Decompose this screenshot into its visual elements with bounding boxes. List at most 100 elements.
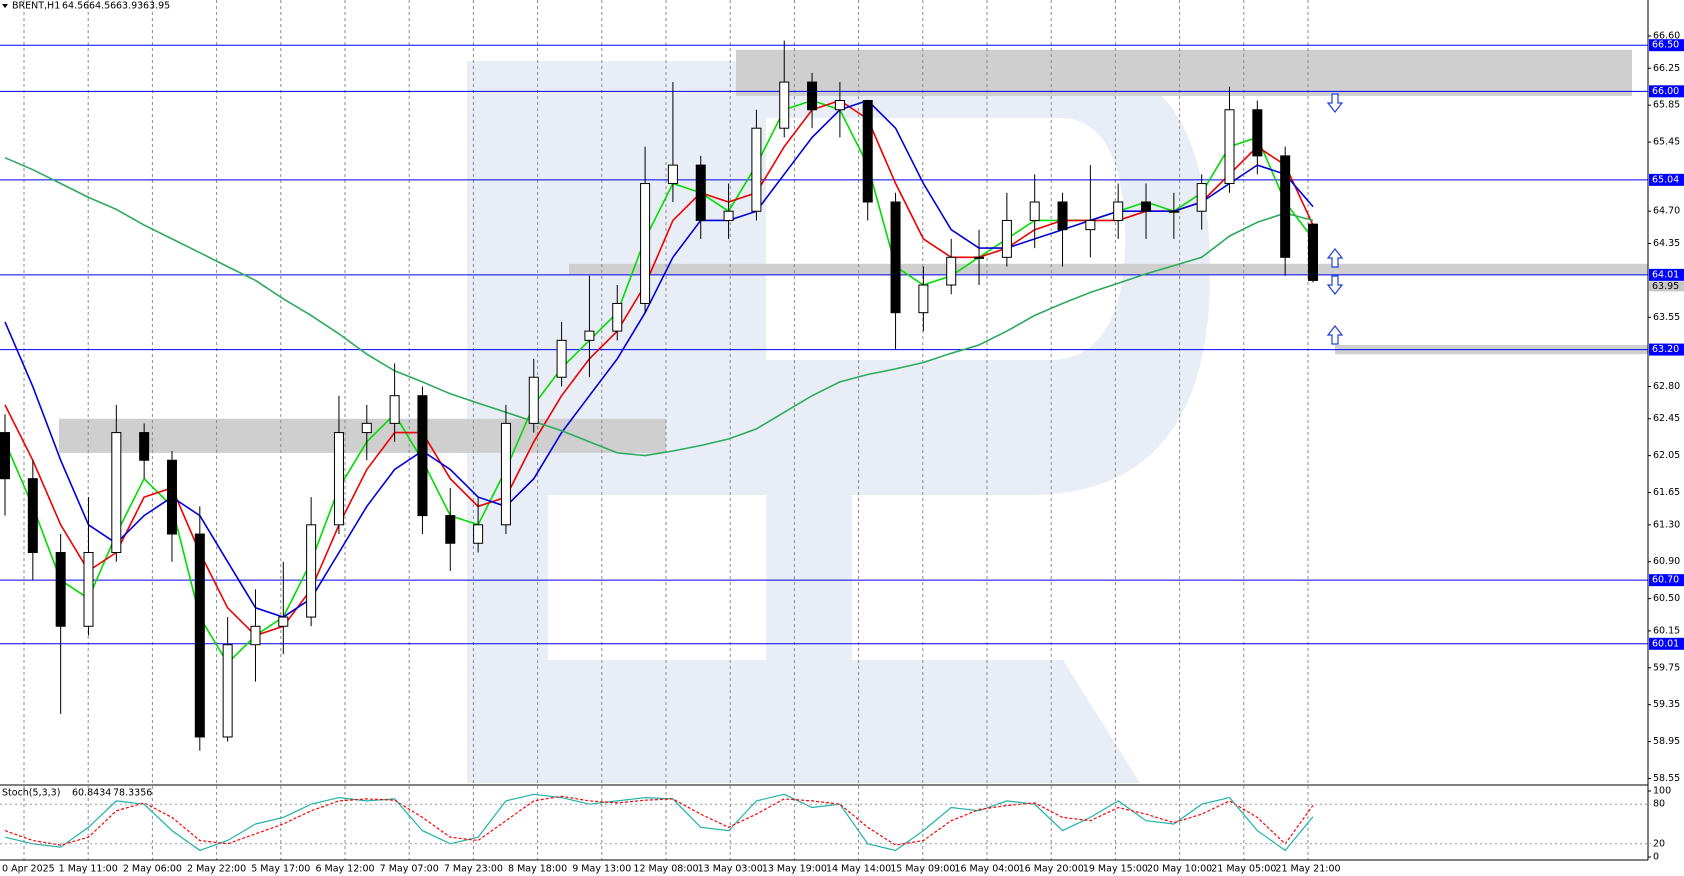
x-tick-label: 12 May 08:00: [633, 864, 698, 875]
candle-body: [584, 330, 595, 341]
signal-arrows: [1326, 93, 1344, 345]
candle-body: [1308, 223, 1318, 281]
x-tick-label: 13 May 03:00: [698, 864, 763, 875]
moving-average: [4, 156, 1314, 457]
x-tick-label: 0 Apr 2025: [2, 864, 55, 875]
arrow-up: [1326, 248, 1344, 268]
level-label: 60.01: [1652, 638, 1679, 649]
candle-body: [890, 201, 901, 314]
menu-icon: [2, 4, 8, 8]
watermark-hole: [766, 118, 1125, 360]
candle-body: [640, 183, 651, 304]
oscillator-line: [4, 795, 1314, 846]
indicator-main-value: 60.8434: [72, 788, 111, 799]
x-tick-label: 21 May 05:00: [1211, 864, 1276, 875]
candle-body: [1085, 219, 1096, 231]
candle-body: [862, 100, 873, 203]
level-label: 66.50: [1652, 40, 1679, 51]
x-tick-label: 2 May 06:00: [123, 864, 182, 875]
candle-body: [389, 395, 400, 424]
x-tick-label: 1 May 11:00: [59, 864, 118, 875]
candle-body: [27, 478, 38, 553]
candle-body: [306, 524, 317, 618]
arrow-down: [1326, 93, 1344, 113]
candle-body: [473, 524, 484, 544]
level-label: 60.70: [1652, 575, 1679, 586]
candle-body: [166, 459, 177, 535]
candle-body: [1252, 109, 1263, 157]
y-tick-label: 64.35: [1653, 238, 1680, 249]
candle-body: [779, 81, 790, 129]
candle-body: [1168, 210, 1179, 213]
watermark-leg: [766, 660, 1140, 783]
level-label-box: [1649, 574, 1684, 587]
y-tick-label: 61.30: [1653, 519, 1680, 530]
y-tick-label: 100: [1653, 786, 1671, 797]
candle-body: [834, 100, 845, 111]
candle-body: [528, 376, 539, 424]
y-tick-label: 80: [1653, 799, 1665, 810]
x-tick-label: 16 May 04:00: [954, 864, 1019, 875]
candle-body: [333, 432, 344, 526]
close-value: 63.95: [143, 1, 170, 12]
x-tick-label: 19 May 15:00: [1083, 864, 1148, 875]
candle-body: [222, 644, 233, 738]
candle-body: [946, 256, 957, 286]
y-tick-label: 63.55: [1653, 312, 1680, 323]
x-tick-label: 20 May 10:00: [1147, 864, 1212, 875]
x-tick-label: 7 May 07:00: [380, 864, 439, 875]
price-label-box: [1649, 281, 1684, 292]
candle-body: [667, 164, 678, 185]
candle-body: [417, 395, 428, 517]
y-tick-label: 60.50: [1653, 593, 1680, 604]
candle-body: [250, 625, 261, 646]
candle-body: [361, 422, 372, 434]
x-tick-label: 7 May 23:00: [444, 864, 503, 875]
x-tick-label: 6 May 12:00: [315, 864, 374, 875]
candle-body: [556, 339, 567, 378]
candle-body: [278, 616, 289, 627]
arrow-up: [1326, 325, 1344, 345]
candle-body: [751, 127, 762, 212]
x-tick-label: 15 May 09:00: [890, 864, 955, 875]
y-tick-label: 59.75: [1653, 662, 1680, 673]
x-tick-label: 8 May 18:00: [508, 864, 567, 875]
symbol-title: BRENT,H1: [12, 1, 60, 12]
level-label: 63.20: [1652, 344, 1679, 355]
y-tick-label: 60.90: [1653, 556, 1680, 567]
price-label: 63.95: [1652, 281, 1679, 292]
axis: 0 Apr 2025 1 May 11:00 2 May 06:00 2 May 22…: [0, 30, 1684, 875]
x-tick-label: 5 May 17:00: [251, 864, 310, 875]
y-tick-label: 61.65: [1653, 487, 1680, 498]
level-label: 66.00: [1652, 86, 1679, 97]
y-tick-label: 64.70: [1653, 206, 1680, 217]
candle-body: [974, 256, 985, 259]
candle-body: [612, 302, 623, 332]
candle-body: [0, 432, 10, 480]
levels: [0, 44, 1648, 645]
y-tick-label: 58.95: [1653, 736, 1680, 747]
candles: [0, 40, 1318, 751]
y-tick-label: 65.45: [1653, 137, 1680, 148]
grid: [23, 0, 1309, 860]
zone: [569, 263, 1648, 275]
candle-body: [1224, 109, 1235, 185]
y-tick-label: 60.15: [1653, 625, 1680, 636]
zone: [736, 49, 1632, 96]
candle-body: [723, 210, 734, 221]
candle-body: [1057, 201, 1068, 231]
indicator-title: Stoch(5,3,3): [2, 788, 60, 799]
indicator-signal-value: 78.3356: [113, 788, 152, 799]
level-label-box: [1649, 173, 1684, 186]
y-tick-label: 62.80: [1653, 381, 1680, 392]
candle-body: [695, 164, 706, 221]
level-label-box: [1649, 85, 1684, 98]
level-label-box: [1649, 343, 1684, 356]
y-tick-label: 62.45: [1653, 413, 1680, 424]
x-tick-label: 14 May 14:00: [826, 864, 891, 875]
y-tick-label: 66.25: [1653, 63, 1680, 74]
level-label: 65.04: [1652, 174, 1679, 185]
watermark-hole: [548, 495, 766, 660]
level-label: 64.01: [1652, 269, 1679, 280]
candle-body: [500, 422, 511, 526]
